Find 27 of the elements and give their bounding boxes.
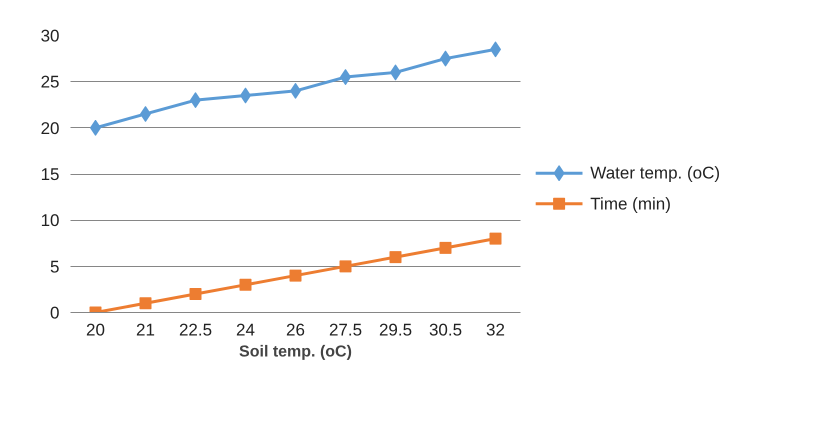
y-tick-label: 25 [40,72,60,92]
point [440,242,452,254]
x-axis-title: Soil temp. (oC) [239,344,352,360]
x-tick-label: 24 [236,320,255,340]
point [240,278,252,291]
point [390,251,402,264]
point [190,288,202,300]
x-tick-label: 26 [286,320,305,340]
y-tick-label: 10 [40,211,60,230]
point [290,270,302,282]
legend-label: Water temp. (oC) [590,164,720,183]
point [340,260,352,272]
x-tick-label: 20 [86,320,105,340]
y-tick-label: 20 [40,118,60,138]
legend-label: Time (min) [590,194,671,214]
x-tick-label: 32 [486,320,505,340]
x-tick-label: 29.5 [378,320,412,340]
y-tick-label: 0 [50,304,60,322]
y-tick-label: 30 [40,26,60,46]
x-tick-label: 30.5 [428,320,462,340]
point [140,297,152,310]
x-tick-label: 27.5 [328,320,362,340]
x-tick-label: 21 [136,320,155,340]
y-tick-label: 15 [40,165,60,184]
y-tick-label: 5 [50,257,60,276]
x-tick-label: 22.5 [178,320,212,340]
point [490,232,502,245]
